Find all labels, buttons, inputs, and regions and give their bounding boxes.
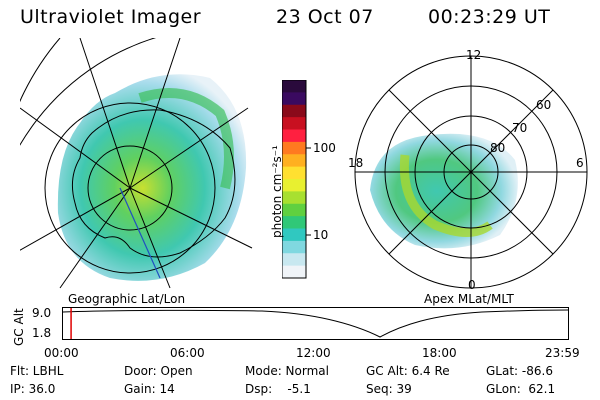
mlt-label-0: 0 [468,278,476,292]
status-glon: GLon: 62.1 [486,382,556,396]
mlt-label-6: 6 [576,156,584,170]
colorbar-tick-10: 10 [313,228,329,242]
date-label: 23 Oct 07 [276,6,374,28]
timeline-xtick-1: 06:00 [170,346,205,360]
apex-caption: Apex MLat/MLT [424,292,514,306]
colorbar-band [282,129,306,143]
mlat-label-60: 60 [536,98,552,112]
status-flt: Flt: LBHL [10,364,64,378]
timeline-ytick-low: 1.8 [32,326,52,340]
colorbar-band [282,191,306,205]
colorbar-band [282,240,306,254]
status-seq: Seq: 39 [366,382,412,396]
colorbar-band [282,203,306,217]
colorbar-band [282,253,306,267]
colorbar [282,80,311,279]
colorbar-band [282,80,306,93]
timeline-ytick-high: 9.0 [32,306,52,320]
mlat-label-70: 70 [512,121,528,135]
status-gain: Gain: 14 [124,382,175,396]
geographic-map [20,38,253,289]
colorbar-band [282,117,306,131]
colorbar-band [282,104,306,118]
status-glat: GLat: -86.6 [486,364,553,378]
colorbar-band [282,228,306,242]
mlt-label-12: 12 [466,48,482,62]
timeline-xtick-2: 12:00 [296,346,331,360]
altitude-curve [62,309,569,338]
colorbar-unit-label: photon cm⁻²s⁻¹ [270,145,284,238]
status-ip: IP: 36.0 [10,382,56,396]
aurora-image-geo [57,74,247,281]
colorbar-band [282,179,306,192]
timeline-xtick-0: 00:00 [44,346,79,360]
status-mode: Mode: Normal [245,364,329,378]
status-dsp: Dsp: -5.1 [245,382,311,396]
status-door: Door: Open [124,364,193,378]
colorbar-band [282,154,306,168]
colorbar-band [282,265,306,279]
colorbar-band [282,216,306,230]
timeline-xtick-3: 18:00 [422,346,457,360]
mlt-label-18: 18 [348,156,364,170]
timeline-axis-label: GC Alt [12,308,26,346]
altitude-timeline [62,307,569,340]
status-gc-alt: GC Alt: 6.4 Re [366,364,450,378]
instrument-title: Ultraviolet Imager [20,6,202,28]
colorbar-band [282,92,306,106]
time-label: 00:23:29 UT [428,6,551,28]
timeline-xtick-4: 23:59 [545,346,580,360]
coastline [71,109,236,258]
colorbar-band [282,141,306,155]
apex-polar-plot [354,55,588,289]
geo-caption: Geographic Lat/Lon [68,292,186,306]
colorbar-tick-100: 100 [313,141,336,155]
colorbar-band [282,166,306,180]
mlat-label-80: 80 [490,141,506,155]
